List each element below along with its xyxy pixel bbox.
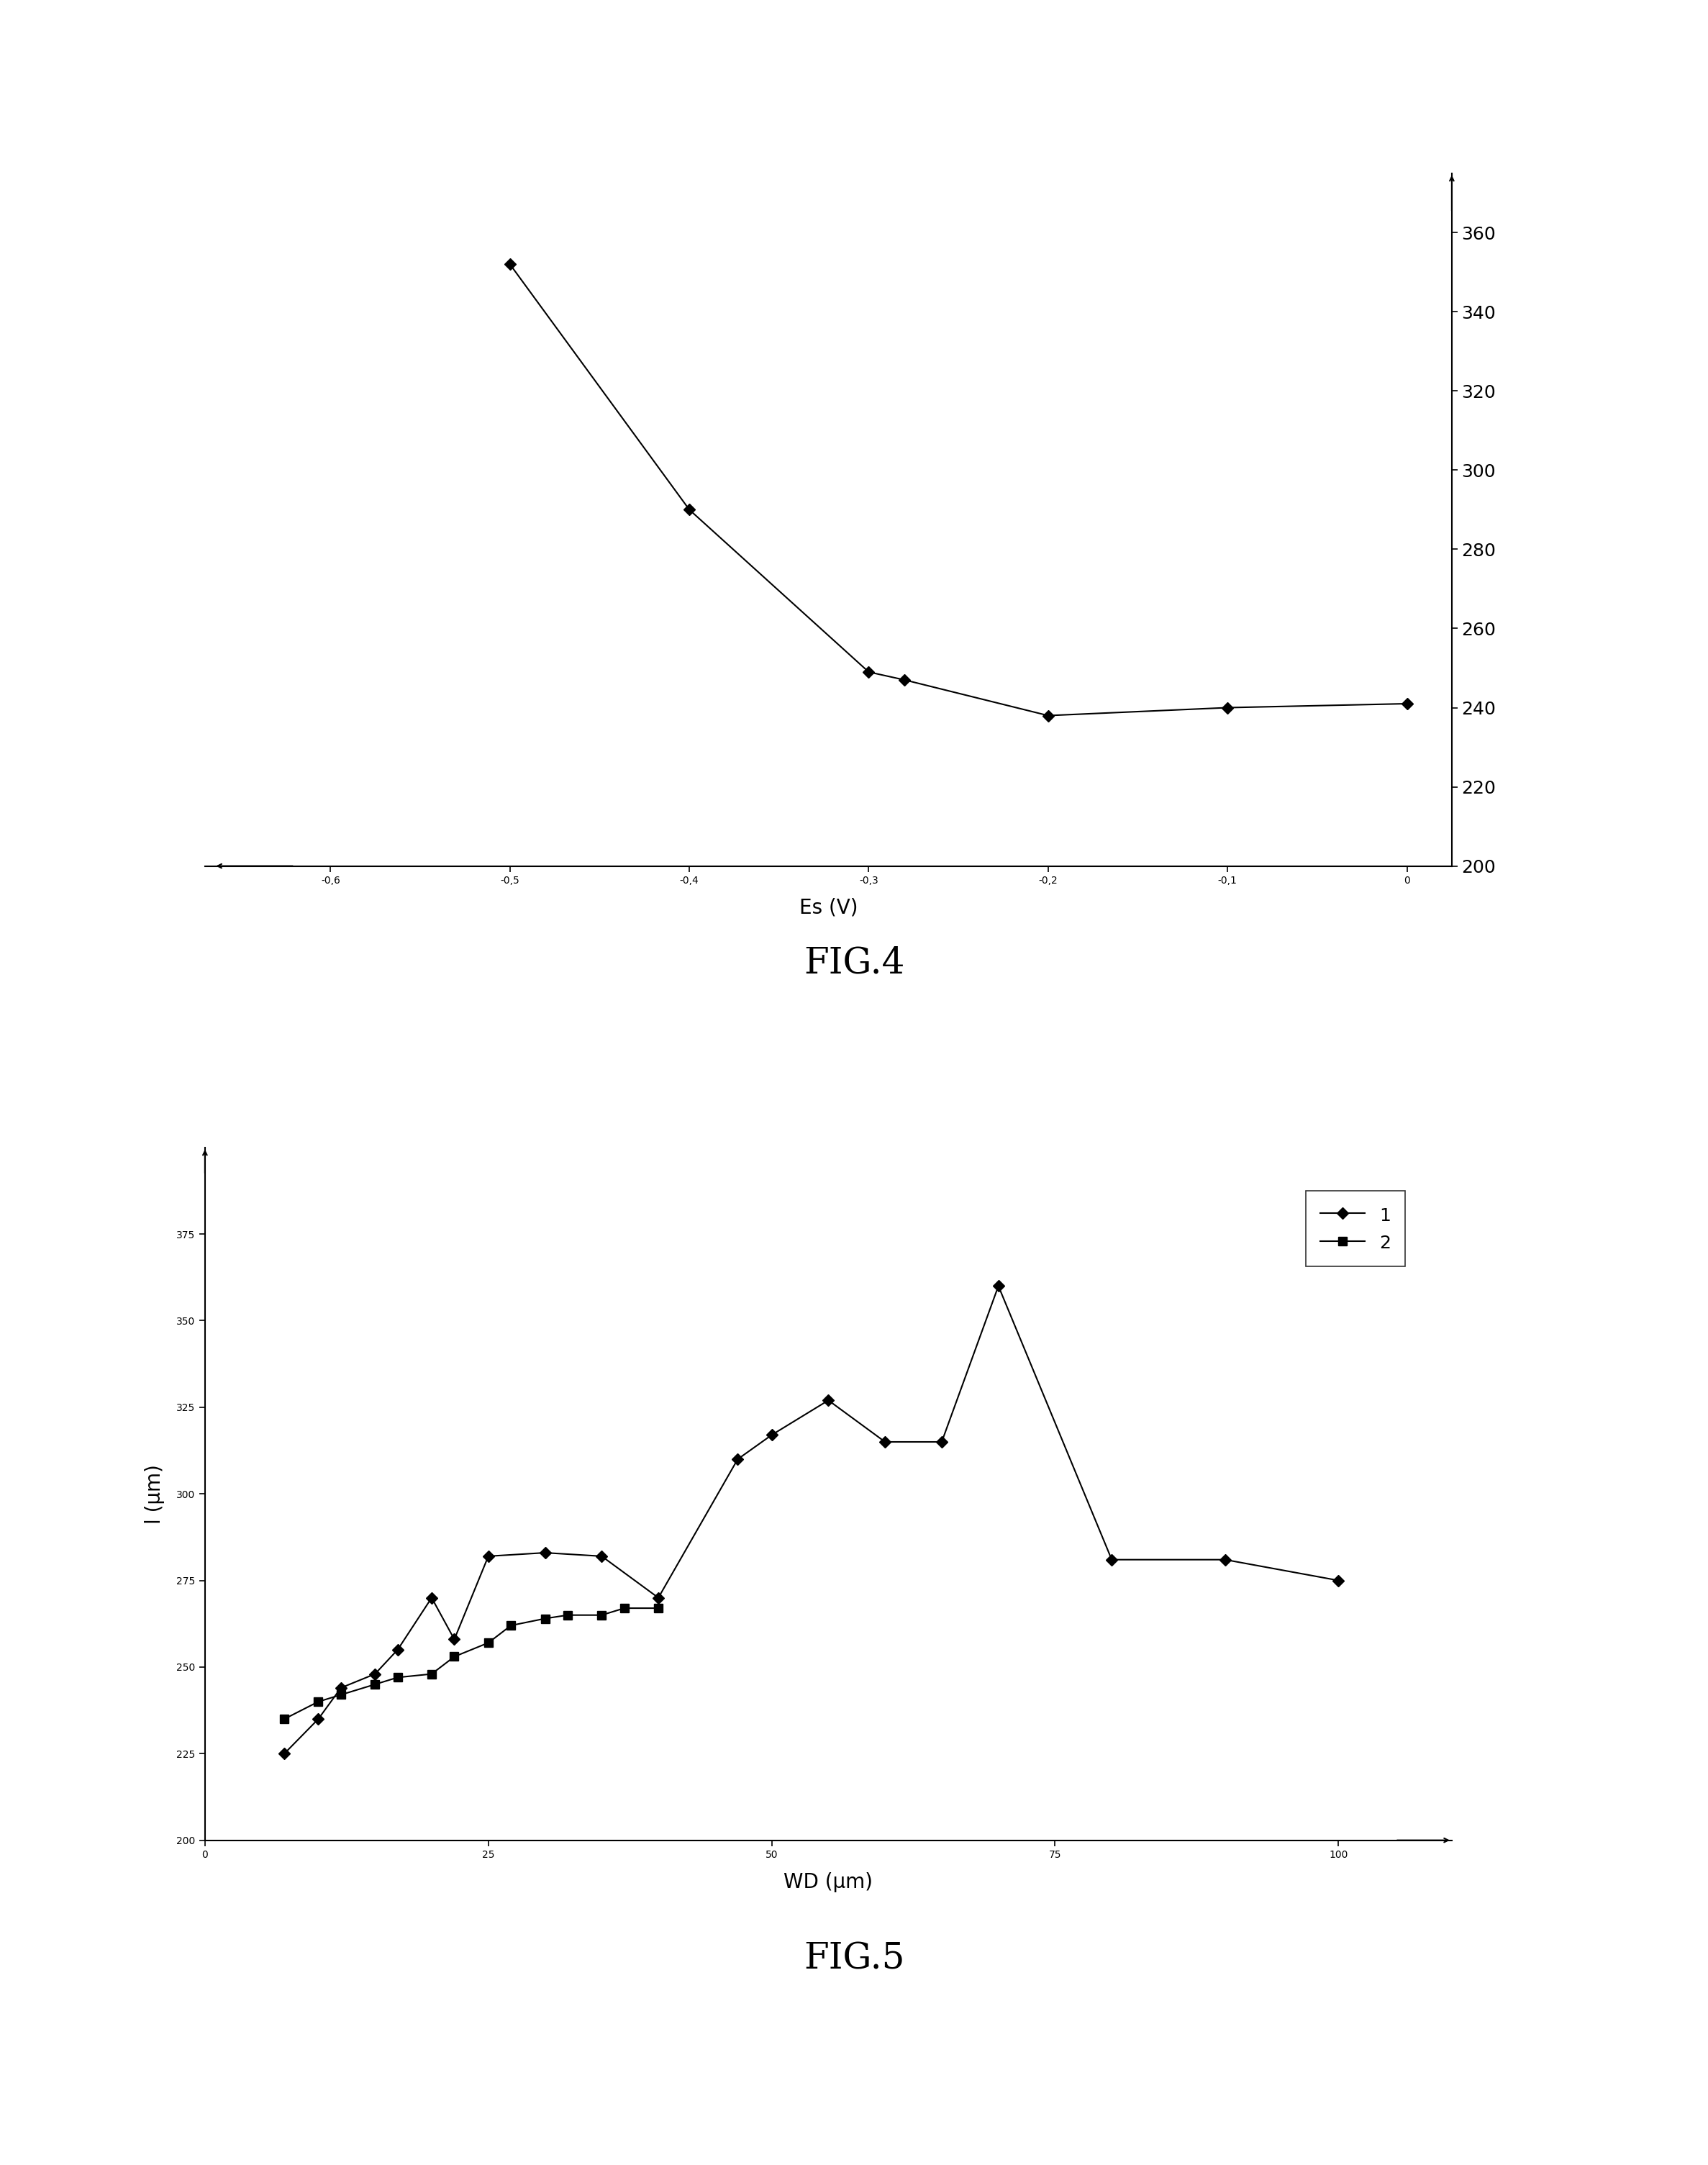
2 <box>591 1602 611 1628</box>
1 <box>647 1585 668 1611</box>
1 <box>989 1273 1009 1299</box>
Text: FIG.4: FIG.4 <box>803 946 905 981</box>
2 <box>366 1671 386 1697</box>
2 <box>615 1596 635 1622</box>
1 <box>931 1429 951 1455</box>
1 <box>535 1539 555 1565</box>
1 <box>1214 1546 1235 1572</box>
Y-axis label: l (μm): l (μm) <box>145 1464 164 1524</box>
1 <box>591 1544 611 1570</box>
1 <box>762 1422 782 1448</box>
2 <box>444 1643 465 1669</box>
2 <box>331 1682 352 1708</box>
1 <box>874 1429 895 1455</box>
2 <box>422 1661 442 1687</box>
2 <box>500 1613 521 1639</box>
Line: 1: 1 <box>280 1282 1342 1758</box>
Text: FIG.5: FIG.5 <box>803 1942 905 1977</box>
X-axis label: Es (V): Es (V) <box>799 898 857 918</box>
1 <box>1102 1546 1122 1572</box>
X-axis label: WD (μm): WD (μm) <box>784 1873 873 1892</box>
2 <box>535 1606 555 1632</box>
2 <box>557 1602 577 1628</box>
1 <box>331 1676 352 1702</box>
2 <box>647 1596 668 1622</box>
2 <box>273 1706 294 1732</box>
1 <box>1329 1567 1349 1593</box>
Legend: 1, 2: 1, 2 <box>1305 1191 1406 1267</box>
1 <box>818 1388 839 1414</box>
1 <box>422 1585 442 1611</box>
1 <box>273 1741 294 1767</box>
2 <box>478 1630 499 1656</box>
1 <box>728 1446 748 1472</box>
Line: 2: 2 <box>280 1604 663 1723</box>
1 <box>366 1661 386 1687</box>
2 <box>388 1665 408 1691</box>
1 <box>307 1706 328 1732</box>
2 <box>307 1689 328 1715</box>
1 <box>388 1637 408 1663</box>
1 <box>444 1626 465 1652</box>
1 <box>478 1544 499 1570</box>
